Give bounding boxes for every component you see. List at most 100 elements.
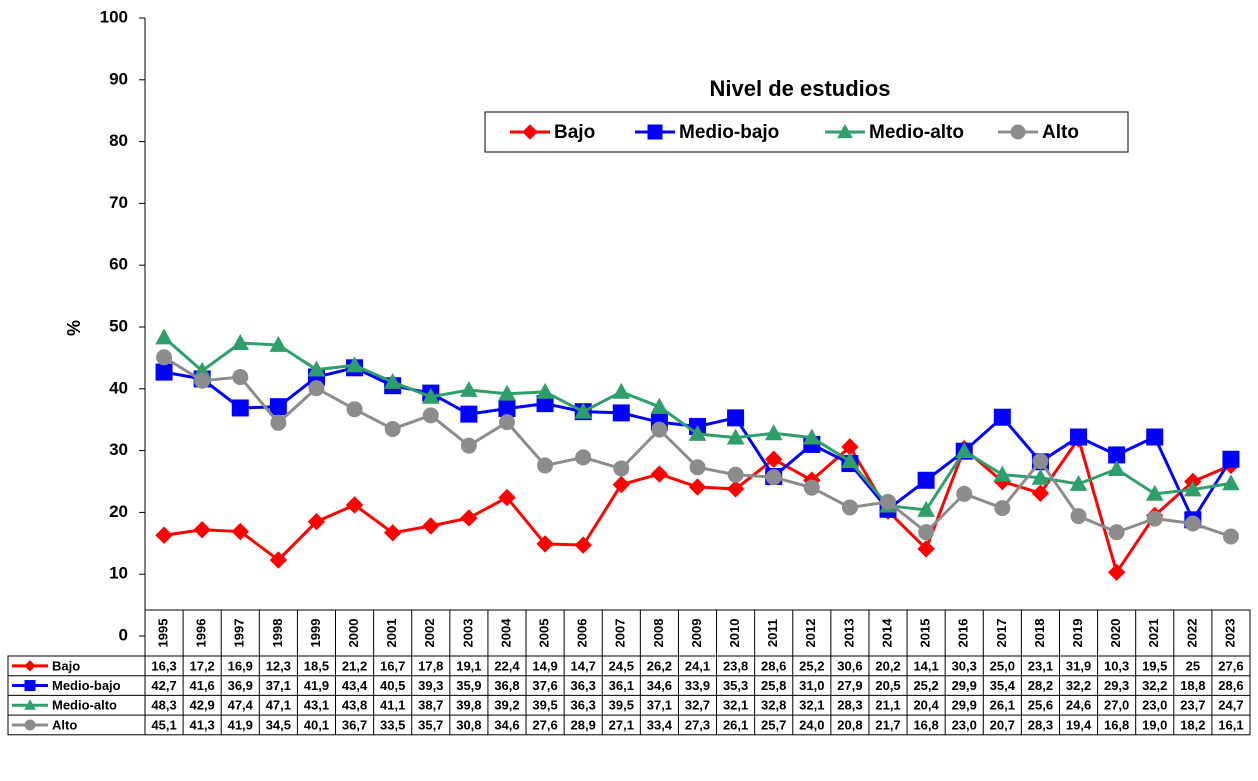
table-cell: 39,5: [532, 698, 557, 713]
table-cell: 16,8: [1104, 717, 1129, 732]
marker: [918, 524, 935, 541]
table-cell: 41,1: [380, 698, 405, 713]
table-cell: 47,1: [266, 698, 291, 713]
x-tick-label: 2006: [575, 619, 590, 648]
marker: [727, 409, 745, 427]
marker: [232, 369, 249, 386]
y-tick-label: 80: [109, 131, 128, 150]
table-cell: 27,9: [837, 678, 862, 693]
marker: [651, 421, 668, 438]
table-cell: 30,8: [456, 717, 481, 732]
marker: [231, 399, 249, 417]
marker: [688, 424, 707, 441]
table-cell: 25,8: [761, 678, 786, 693]
marker: [689, 459, 706, 476]
table-cell: 26,1: [723, 717, 748, 732]
table-cell: 21,7: [875, 717, 900, 732]
table-cell: 29,9: [952, 678, 977, 693]
y-tick-label: 0: [119, 625, 128, 644]
table-cell: 25,6: [1028, 698, 1053, 713]
x-tick-label: 2001: [384, 619, 399, 648]
marker: [1183, 480, 1202, 497]
table-cell: 28,3: [1028, 717, 1053, 732]
table-cell: 17,8: [418, 658, 443, 673]
marker: [1070, 428, 1088, 446]
table-cell: 14,7: [571, 658, 596, 673]
table-cell: 20,7: [990, 717, 1015, 732]
x-tick-label: 2023: [1222, 619, 1237, 648]
x-tick-label: 2022: [1184, 619, 1199, 648]
legend-label: Medio-bajo: [679, 122, 779, 143]
table-cell: 25: [1186, 658, 1200, 673]
table-cell: 34,5: [266, 717, 291, 732]
table-cell: 41,3: [189, 717, 214, 732]
table-cell: 16,9: [228, 658, 253, 673]
table-cell: 16,1: [1218, 717, 1243, 732]
y-tick-label: 40: [109, 378, 128, 397]
table-cell: 32,1: [723, 698, 748, 713]
marker: [1031, 468, 1050, 485]
table-cell: 25,7: [761, 717, 786, 732]
marker: [764, 450, 783, 468]
table-cell: 37,1: [266, 678, 291, 693]
table-cell: 19,1: [456, 658, 481, 673]
x-tick-label: 2014: [879, 618, 894, 648]
table-cell: 36,7: [342, 717, 367, 732]
marker: [537, 457, 554, 474]
marker: [955, 442, 974, 459]
marker: [993, 408, 1011, 426]
marker: [837, 123, 853, 139]
marker: [880, 493, 897, 510]
table-cell: 17,2: [189, 658, 214, 673]
table-cell: 25,2: [913, 678, 938, 693]
legend-label: Medio-alto: [869, 122, 964, 143]
y-tick-label: 100: [100, 7, 128, 26]
table-cell: 34,6: [647, 678, 672, 693]
table-cell: 37,6: [532, 678, 557, 693]
marker: [612, 382, 631, 399]
table-cell: 38,7: [418, 698, 443, 713]
marker: [688, 478, 707, 496]
y-tick-label: 60: [109, 255, 128, 274]
marker: [307, 360, 326, 377]
marker: [575, 449, 592, 466]
table-cell: 43,4: [342, 678, 368, 693]
table-cell: 33,4: [647, 717, 673, 732]
x-tick-label: 2004: [498, 618, 513, 648]
marker: [345, 356, 364, 373]
table-key-label: Medio-alto: [52, 698, 117, 713]
table-cell: 18,2: [1180, 717, 1205, 732]
marker: [498, 414, 515, 431]
table-cell: 32,1: [799, 698, 824, 713]
table-cell: 32,8: [761, 698, 786, 713]
table-cell: 28,9: [571, 717, 596, 732]
table-cell: 39,2: [494, 698, 519, 713]
table-cell: 31,0: [799, 678, 824, 693]
table-cell: 43,1: [304, 698, 329, 713]
marker: [1184, 515, 1201, 532]
marker: [764, 424, 783, 441]
table-cell: 42,7: [151, 678, 176, 693]
chart-title: Nivel de estudios: [710, 76, 891, 101]
table-cell: 27,6: [1218, 658, 1243, 673]
table-cell: 34,6: [494, 717, 519, 732]
marker: [383, 524, 402, 542]
table-cell: 23,8: [723, 658, 748, 673]
table-cell: 24,0: [799, 717, 824, 732]
marker: [498, 384, 516, 401]
marker: [155, 526, 173, 544]
marker: [650, 465, 669, 483]
marker: [460, 405, 478, 423]
marker: [1146, 510, 1163, 527]
table-cell: 28,6: [761, 658, 786, 673]
marker: [1222, 528, 1239, 545]
table-cell: 10,3: [1104, 658, 1129, 673]
table-cell: 36,9: [228, 678, 253, 693]
table-cell: 26,2: [647, 658, 672, 673]
x-tick-label: 2011: [765, 619, 780, 647]
marker: [613, 460, 630, 477]
x-tick-label: 2020: [1108, 619, 1123, 648]
marker: [270, 414, 287, 431]
table-cell: 22,4: [494, 658, 520, 673]
